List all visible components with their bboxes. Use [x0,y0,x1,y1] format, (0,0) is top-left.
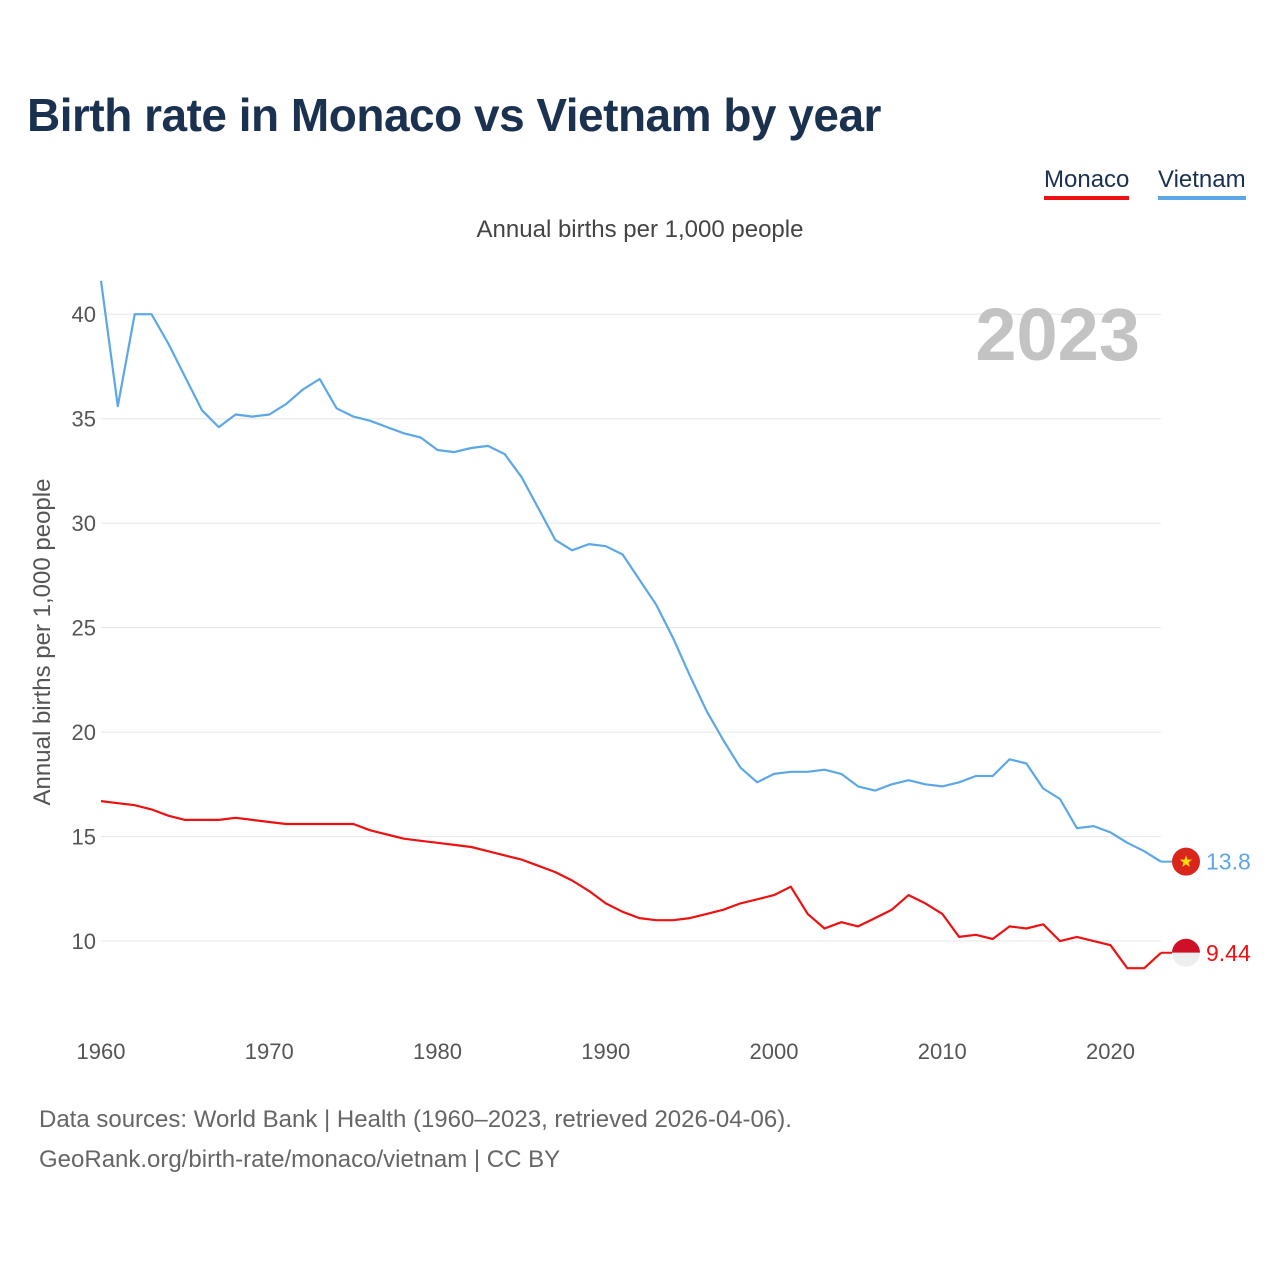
year-watermark: 2023 [975,293,1140,376]
gridlines [101,313,1161,942]
y-tick-30: 30 [72,511,96,536]
monaco-flag-top [1172,938,1200,953]
end-markers: 13.8 9.44 [1161,847,1251,967]
chart-subtitle: Annual births per 1,000 people [476,216,804,243]
y-tick-15: 15 [72,825,96,850]
x-tick-1980: 1980 [413,1039,462,1064]
x-tick-1990: 1990 [581,1039,630,1064]
y-tick-40: 40 [72,302,96,327]
vietnam-flag-icon [1172,847,1200,876]
x-tick-1960: 1960 [77,1039,126,1064]
chart-title: Birth rate in Monaco vs Vietnam by year [27,89,881,141]
series-line-vietnam[interactable] [99,280,1162,863]
credit-link[interactable]: GeoRank.org/birth-rate/monaco/vietnam | … [39,1146,561,1173]
y-tick-35: 35 [72,407,96,432]
y-tick-10: 10 [72,929,96,954]
monaco-flag-bottom [1172,952,1200,967]
star-icon [1179,855,1193,867]
series-group [99,280,1162,970]
y-axis-ticks: 10 15 20 25 30 35 40 [72,302,96,954]
x-tick-2010: 2010 [918,1039,967,1064]
monaco-flag-icon [1172,938,1200,967]
y-axis-label: Annual births per 1,000 people [29,479,56,806]
x-tick-2020: 2020 [1086,1039,1135,1064]
x-axis-ticks: 1960 1970 1980 1990 2000 2010 2020 [77,1039,1135,1064]
end-label-monaco: 9.44 [1206,940,1251,966]
x-tick-1970: 1970 [245,1039,294,1064]
legend-vietnam[interactable]: Vietnam [1158,166,1246,200]
y-tick-20: 20 [72,720,96,745]
legend-monaco[interactable]: Monaco [1044,166,1130,200]
end-label-vietnam: 13.8 [1206,849,1251,875]
x-tick-2000: 2000 [750,1039,799,1064]
series-line-monaco[interactable] [100,800,1162,970]
data-source-note: Data sources: World Bank | Health (1960–… [39,1106,792,1133]
y-tick-25: 25 [72,616,96,641]
